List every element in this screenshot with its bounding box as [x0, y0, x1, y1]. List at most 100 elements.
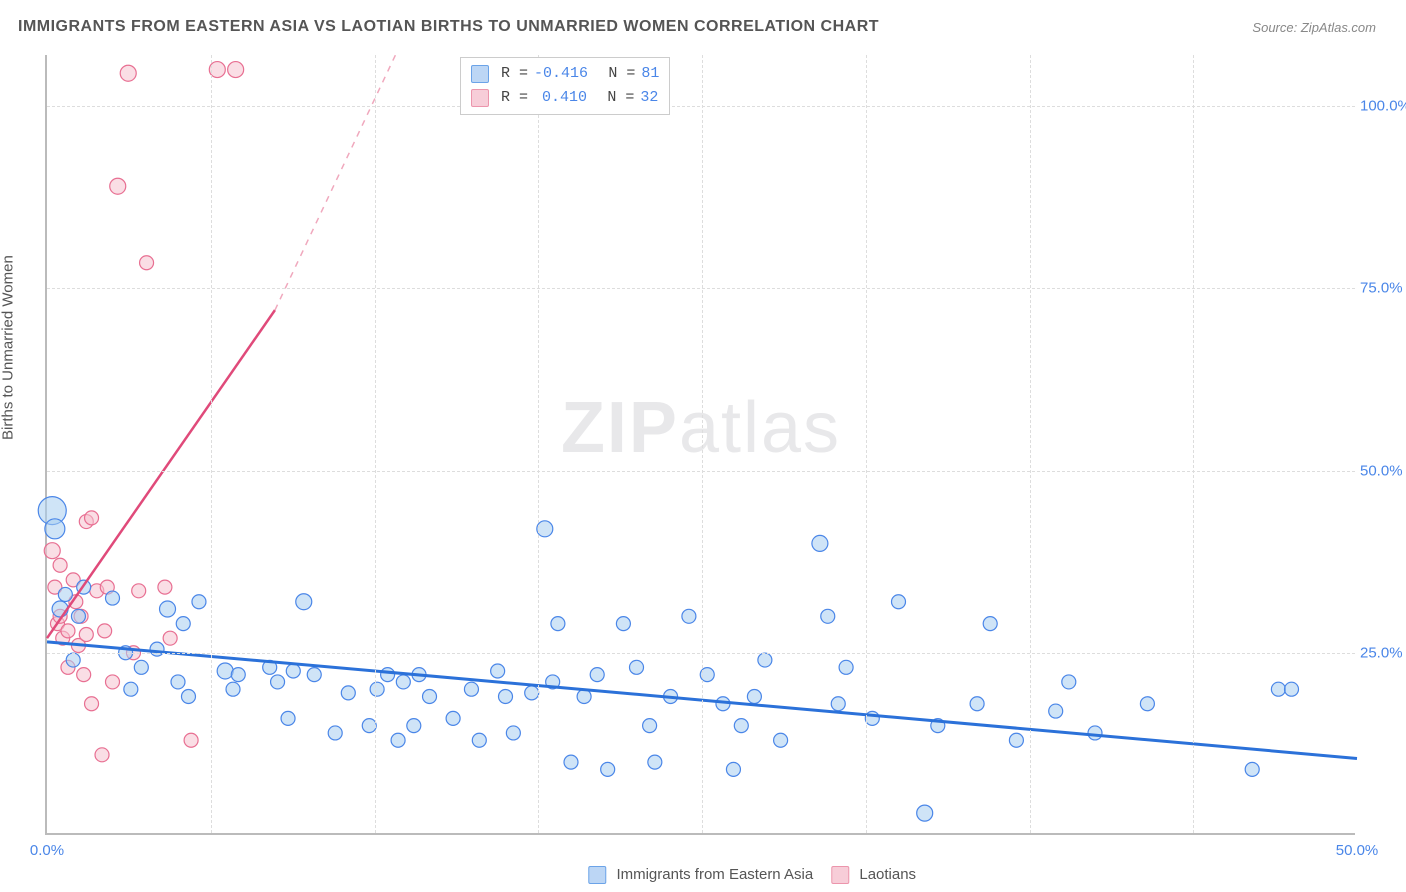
data-point [423, 689, 437, 703]
data-point [682, 609, 696, 623]
data-point [1140, 697, 1154, 711]
data-point [140, 256, 154, 270]
data-point [110, 178, 126, 194]
n-value-b: 32 [640, 86, 658, 110]
data-point [499, 689, 513, 703]
data-point [590, 668, 604, 682]
data-point [525, 686, 539, 700]
swatch-series-b-icon [471, 89, 489, 107]
swatch-series-a-icon [588, 866, 606, 884]
data-point [271, 675, 285, 689]
y-tick-label: 25.0% [1360, 644, 1406, 661]
data-point [1285, 682, 1299, 696]
legend-label-a: Immigrants from Eastern Asia [616, 866, 813, 883]
data-point [643, 719, 657, 733]
gridline-v [375, 55, 376, 833]
regression-line-b-extrap [275, 55, 396, 310]
r-value-a: -0.416 [534, 62, 588, 86]
data-point [1271, 682, 1285, 696]
data-point [61, 624, 75, 638]
source-attribution: Source: ZipAtlas.com [1252, 20, 1376, 35]
data-point [396, 675, 410, 689]
data-point [391, 733, 405, 747]
data-point [1062, 675, 1076, 689]
data-point [226, 682, 240, 696]
legend-item-a: Immigrants from Eastern Asia [588, 866, 813, 884]
gridline-h [47, 288, 1355, 289]
data-point [52, 601, 68, 617]
data-point [328, 726, 342, 740]
gridline-v [702, 55, 703, 833]
data-point [564, 755, 578, 769]
r-label: R = [501, 62, 528, 86]
data-point [85, 511, 99, 525]
correlation-row-a: R = -0.416 N = 81 [471, 62, 659, 86]
swatch-series-a-icon [471, 65, 489, 83]
data-point [106, 675, 120, 689]
data-point [53, 558, 67, 572]
data-point [551, 617, 565, 631]
data-point [98, 624, 112, 638]
source-name: ZipAtlas.com [1301, 20, 1376, 35]
gridline-h [47, 471, 1355, 472]
data-point [192, 595, 206, 609]
data-point [747, 689, 761, 703]
data-point [44, 543, 60, 559]
data-point [106, 591, 120, 605]
data-point [228, 62, 244, 78]
data-point [163, 631, 177, 645]
data-point [286, 664, 300, 678]
correlation-legend: R = -0.416 N = 81 R = 0.410 N = 32 [460, 57, 670, 115]
gridline-v [866, 55, 867, 833]
data-point [407, 719, 421, 733]
data-point [134, 660, 148, 674]
data-point [171, 675, 185, 689]
r-label: R = [501, 86, 528, 110]
gridline-v [211, 55, 212, 833]
data-point [176, 617, 190, 631]
data-point [491, 664, 505, 678]
data-point [821, 609, 835, 623]
data-point [831, 697, 845, 711]
n-label: N = [608, 62, 635, 86]
data-point [892, 595, 906, 609]
chart-title: IMMIGRANTS FROM EASTERN ASIA VS LAOTIAN … [18, 18, 879, 36]
source-label: Source: [1252, 20, 1297, 35]
data-point [917, 805, 933, 821]
data-point [630, 660, 644, 674]
data-point [120, 65, 136, 81]
legend-bottom: Immigrants from Eastern Asia Laotians [588, 866, 916, 884]
data-point [341, 686, 355, 700]
data-point [839, 660, 853, 674]
data-point [758, 653, 772, 667]
data-point [1088, 726, 1102, 740]
plot-area: ZIPatlas 25.0%50.0%75.0%100.0%0.0%50.0% [45, 55, 1355, 835]
data-point [66, 653, 80, 667]
legend-label-b: Laotians [859, 866, 916, 883]
data-point [95, 748, 109, 762]
data-point [85, 697, 99, 711]
data-point [734, 719, 748, 733]
data-point [77, 668, 91, 682]
data-point [616, 617, 630, 631]
data-point [464, 682, 478, 696]
data-point [132, 584, 146, 598]
gridline-h [47, 653, 1355, 654]
gridline-h [47, 106, 1355, 107]
y-tick-label: 75.0% [1360, 280, 1406, 297]
n-value-a: 81 [641, 62, 659, 86]
gridline-v [1193, 55, 1194, 833]
data-point [281, 711, 295, 725]
data-point [970, 697, 984, 711]
data-point [506, 726, 520, 740]
data-point [160, 601, 176, 617]
data-point [158, 580, 172, 594]
data-point [774, 733, 788, 747]
data-point [472, 733, 486, 747]
data-point [370, 682, 384, 696]
data-point [648, 755, 662, 769]
legend-item-b: Laotians [831, 866, 916, 884]
data-point [296, 594, 312, 610]
data-point [231, 668, 245, 682]
data-point [1245, 762, 1259, 776]
